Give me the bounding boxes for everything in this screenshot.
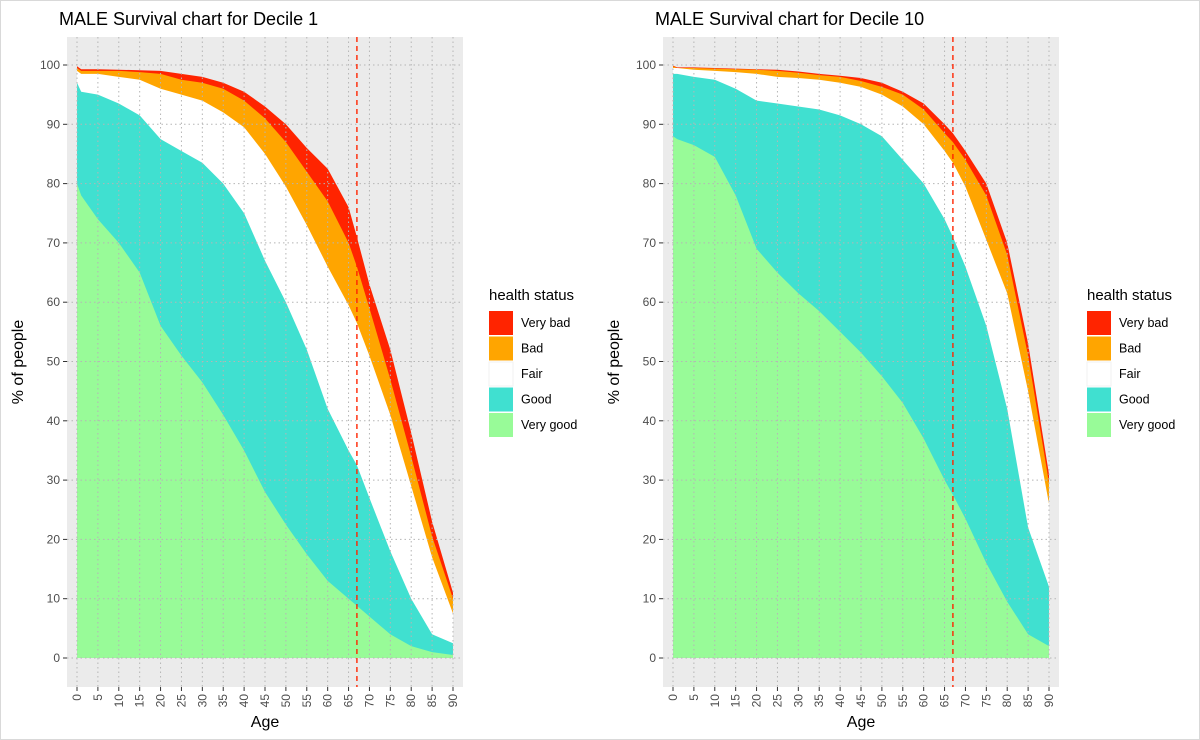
y-tick-label: 70	[643, 236, 657, 250]
x-tick-label: 40	[833, 694, 847, 708]
legend-swatch-fair	[488, 361, 514, 387]
x-tick-label: 35	[812, 694, 826, 708]
x-tick-label: 20	[154, 694, 168, 708]
legend: health status Very bad Bad Fair Good Very goo…	[1086, 287, 1175, 437]
x-tick-label: 50	[875, 694, 889, 708]
x-tick-label: 90	[1042, 694, 1056, 708]
x-tick-label: 45	[258, 694, 272, 708]
y-tick-label: 30	[47, 473, 61, 487]
legend-title: health status	[489, 287, 574, 304]
y-tick-label: 40	[47, 414, 61, 428]
y-tick-label: 10	[47, 592, 61, 606]
x-tick-label: 45	[854, 694, 868, 708]
x-tick-label: 30	[195, 694, 209, 708]
y-tick-label: 60	[47, 295, 61, 309]
y-axis-label: % of people	[606, 320, 623, 405]
x-tick-label: 5	[91, 694, 105, 701]
y-tick-label: 60	[643, 295, 657, 309]
x-tick-label: 90	[446, 694, 460, 708]
x-tick-label: 55	[896, 694, 910, 708]
legend-swatch-bad	[1087, 336, 1111, 361]
x-tick-label: 70	[958, 694, 972, 708]
chart-title: MALE Survival chart for Decile 1	[59, 9, 318, 29]
y-tick-label: 80	[643, 177, 657, 191]
legend-label: Bad	[521, 342, 543, 356]
x-tick-label: 85	[1021, 694, 1035, 708]
x-tick-label: 35	[216, 694, 230, 708]
x-tick-label: 30	[791, 694, 805, 708]
y-tick-label: 20	[643, 532, 657, 546]
y-tick-label: 50	[643, 355, 657, 369]
y-tick-label: 0	[53, 651, 60, 665]
x-tick-label: 0	[70, 694, 84, 701]
y-tick-label: 50	[47, 355, 61, 369]
legend-label: Good	[1119, 393, 1150, 407]
legend-swatch-very-bad	[1087, 311, 1111, 335]
x-tick-label: 10	[708, 694, 722, 708]
legend: health status Very bad Bad Fair Good Very goo…	[488, 287, 577, 437]
y-tick-label: 10	[643, 592, 657, 606]
x-tick-label: 60	[917, 694, 931, 708]
x-tick-label: 10	[112, 694, 126, 708]
x-tick-label: 75	[979, 694, 993, 708]
x-tick-label: 60	[321, 694, 335, 708]
legend-label: Very bad	[521, 316, 570, 330]
y-tick-label: 40	[643, 414, 657, 428]
legend-swatch-good	[1087, 387, 1111, 412]
x-tick-label: 0	[666, 694, 680, 701]
legend-title: health status	[1087, 287, 1172, 304]
x-tick-label: 15	[133, 694, 147, 708]
legend-label: Fair	[1119, 367, 1141, 381]
legend-swatch-very-bad	[489, 311, 513, 335]
chart-title: MALE Survival chart for Decile 10	[655, 9, 924, 29]
y-tick-label: 20	[47, 532, 61, 546]
y-tick-label: 30	[643, 473, 657, 487]
y-tick-label: 80	[47, 177, 61, 191]
x-tick-label: 55	[300, 694, 314, 708]
x-tick-label: 85	[425, 694, 439, 708]
x-tick-label: 5	[687, 694, 701, 701]
legend-swatch-very-good	[489, 413, 513, 437]
legend-label: Very good	[521, 418, 577, 432]
x-axis-label: Age	[847, 714, 876, 731]
legend-swatch-bad	[489, 336, 513, 361]
legend-swatch-fair	[1086, 361, 1112, 387]
x-tick-label: 80	[1000, 694, 1014, 708]
legend-label: Very good	[1119, 418, 1175, 432]
y-tick-label: 100	[40, 58, 60, 72]
x-tick-label: 40	[237, 694, 251, 708]
y-tick-label: 90	[643, 117, 657, 131]
x-tick-label: 80	[404, 694, 418, 708]
legend-label: Good	[521, 393, 552, 407]
x-tick-label: 20	[750, 694, 764, 708]
x-tick-label: 25	[174, 694, 188, 708]
y-tick-label: 90	[47, 117, 61, 131]
x-tick-label: 50	[279, 694, 293, 708]
legend-label: Bad	[1119, 342, 1141, 356]
y-tick-label: 70	[47, 236, 61, 250]
x-tick-label: 70	[362, 694, 376, 708]
y-axis-label: % of people	[10, 320, 27, 405]
x-tick-label: 25	[770, 694, 784, 708]
x-axis-label: Age	[251, 714, 280, 731]
x-tick-label: 65	[342, 694, 356, 708]
x-tick-label: 15	[729, 694, 743, 708]
x-tick-label: 65	[938, 694, 952, 708]
y-tick-label: 0	[649, 651, 656, 665]
legend-label: Fair	[521, 367, 543, 381]
legend-swatch-very-good	[1087, 413, 1111, 437]
legend-swatch-good	[489, 387, 513, 412]
y-tick-label: 100	[636, 58, 656, 72]
legend-label: Very bad	[1119, 316, 1168, 330]
x-tick-label: 75	[383, 694, 397, 708]
